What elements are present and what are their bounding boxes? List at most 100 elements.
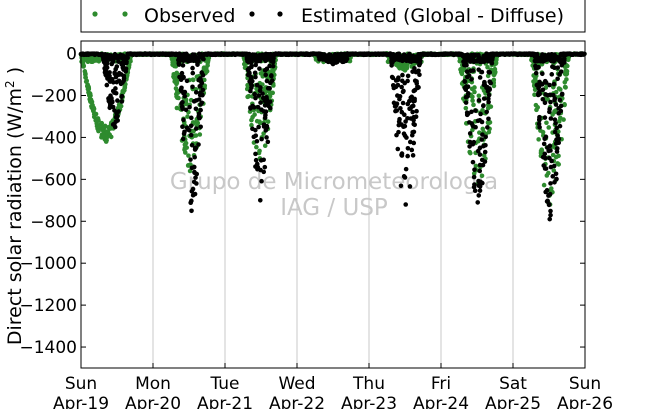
point bbox=[465, 52, 470, 58]
point bbox=[547, 216, 553, 222]
point bbox=[249, 117, 254, 123]
point bbox=[467, 144, 472, 149]
point bbox=[270, 90, 276, 96]
point bbox=[540, 96, 546, 102]
point bbox=[462, 58, 468, 64]
point bbox=[490, 54, 495, 59]
point bbox=[405, 73, 411, 79]
point bbox=[183, 140, 189, 146]
point bbox=[249, 64, 254, 70]
point bbox=[462, 79, 468, 84]
point bbox=[197, 83, 203, 89]
point bbox=[475, 200, 481, 205]
x-tick-label-day-5: Fri bbox=[431, 374, 451, 394]
point bbox=[548, 208, 553, 214]
point bbox=[479, 173, 485, 179]
point bbox=[195, 62, 200, 67]
x-tick-label-date-1: Apr-20 bbox=[125, 394, 181, 409]
y-axis-label-main: Direct solar radiation (W/m bbox=[4, 88, 26, 345]
point bbox=[405, 153, 410, 159]
point bbox=[470, 127, 475, 133]
point bbox=[557, 97, 563, 103]
point bbox=[189, 208, 194, 214]
point bbox=[342, 52, 347, 57]
point bbox=[464, 112, 470, 118]
point bbox=[550, 152, 556, 158]
point bbox=[181, 75, 186, 81]
point bbox=[479, 157, 485, 163]
point bbox=[491, 68, 496, 73]
point bbox=[269, 78, 275, 83]
watermark-line-1: Grupo de Micrometeorologia bbox=[170, 169, 498, 195]
point bbox=[551, 168, 557, 173]
point bbox=[191, 99, 197, 104]
point bbox=[180, 63, 186, 68]
point bbox=[540, 129, 546, 135]
point bbox=[540, 71, 545, 77]
point bbox=[116, 59, 121, 64]
point bbox=[120, 89, 126, 95]
point bbox=[188, 132, 194, 138]
point bbox=[411, 88, 417, 94]
point bbox=[245, 94, 250, 100]
point bbox=[245, 67, 251, 73]
point bbox=[107, 78, 112, 84]
point bbox=[191, 179, 197, 185]
point bbox=[472, 188, 478, 194]
point bbox=[264, 78, 270, 84]
point bbox=[463, 105, 469, 111]
legend: Observed Estimated (Global - Diffuse) bbox=[80, 0, 586, 33]
point bbox=[548, 212, 553, 218]
point bbox=[398, 183, 404, 189]
point bbox=[95, 123, 100, 129]
point bbox=[562, 71, 568, 77]
point bbox=[548, 99, 553, 105]
point bbox=[196, 58, 201, 64]
point bbox=[395, 146, 401, 152]
point bbox=[397, 96, 402, 102]
point bbox=[181, 117, 186, 123]
point bbox=[480, 132, 485, 137]
point bbox=[547, 82, 552, 88]
plot-background bbox=[81, 41, 585, 368]
point bbox=[541, 163, 547, 168]
point bbox=[391, 83, 396, 88]
point bbox=[193, 133, 199, 138]
point bbox=[546, 192, 552, 198]
point bbox=[479, 137, 485, 142]
point bbox=[177, 58, 182, 64]
point bbox=[119, 99, 125, 104]
point bbox=[544, 120, 549, 126]
point bbox=[190, 70, 196, 76]
point bbox=[555, 76, 560, 82]
y-axis-ticks: 0 −200 −400 −600 −800 −1000 −1200 −1400 bbox=[19, 45, 585, 358]
point bbox=[87, 91, 93, 96]
point bbox=[475, 148, 481, 154]
point bbox=[464, 74, 470, 80]
point bbox=[544, 187, 550, 193]
y-axis-label-superscript: 2 bbox=[3, 80, 17, 88]
series-1 bbox=[78, 51, 587, 222]
point bbox=[555, 161, 560, 166]
point bbox=[389, 74, 395, 80]
x-axis-ticks: SunApr-19MonApr-20TueApr-21WedApr-22ThuA… bbox=[53, 41, 613, 409]
point bbox=[404, 135, 409, 140]
x-tick-label-day-4: Thu bbox=[352, 374, 385, 394]
x-tick-label-day-1: Mon bbox=[135, 374, 171, 394]
point bbox=[121, 78, 127, 83]
point bbox=[400, 72, 405, 78]
point bbox=[489, 60, 495, 66]
point bbox=[417, 72, 422, 78]
y-tick-label-4: −800 bbox=[30, 212, 77, 232]
point bbox=[327, 55, 332, 60]
point bbox=[189, 142, 195, 148]
point bbox=[562, 79, 568, 85]
point bbox=[256, 93, 262, 98]
point bbox=[183, 107, 189, 113]
point bbox=[113, 86, 118, 91]
point bbox=[473, 163, 479, 169]
point bbox=[537, 117, 542, 123]
point bbox=[465, 94, 470, 99]
point bbox=[255, 166, 260, 172]
point bbox=[196, 142, 201, 147]
